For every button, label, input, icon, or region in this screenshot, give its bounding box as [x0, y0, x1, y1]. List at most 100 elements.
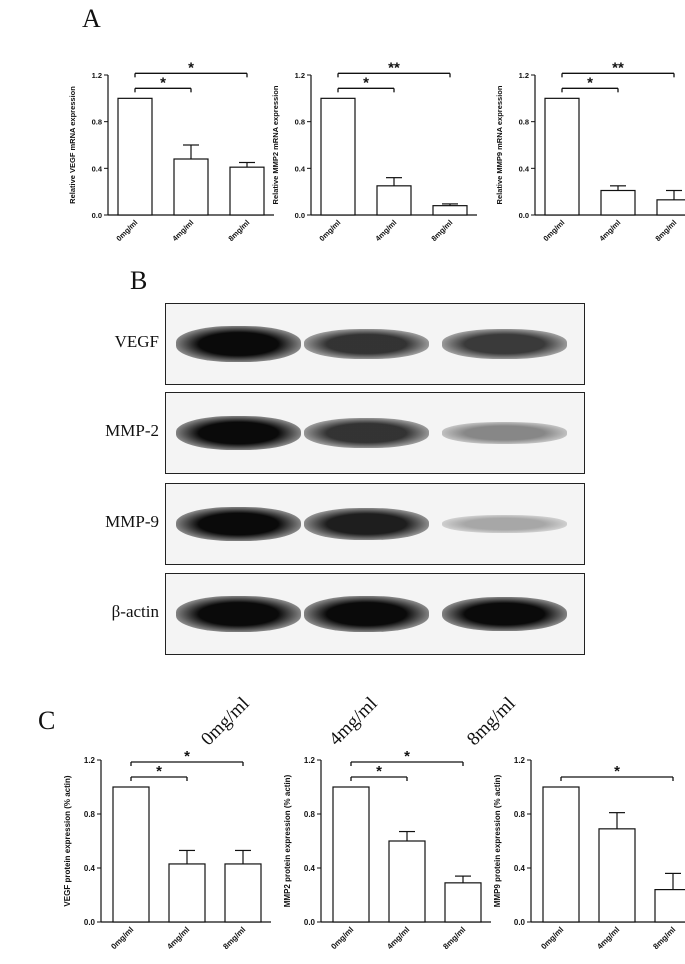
panel-label-c: C [38, 706, 56, 735]
bar [656, 199, 685, 216]
y-axis-label: MMP9 protein expression (% actin) [493, 774, 502, 907]
y-tick-label: 0.0 [514, 918, 526, 927]
blot-row [165, 303, 585, 385]
bar [112, 786, 150, 923]
significance-label: * [587, 74, 593, 91]
y-tick-label: 1.2 [84, 756, 96, 765]
x-tick-label: 0mg/ml [317, 218, 342, 243]
y-tick-label: 0.8 [519, 118, 529, 127]
y-tick-label: 0.0 [519, 211, 529, 220]
vegf-protein-chart: 0.0 0.4 0.8 1.2 VEGF protein expression (% a… [63, 748, 271, 951]
significance-label: * [156, 763, 162, 780]
bar [544, 97, 580, 216]
bar [332, 786, 370, 923]
x-tick-label: 8mg/ml [441, 925, 467, 951]
significance-label: * [184, 748, 190, 765]
blot-band [441, 422, 567, 444]
x-tick-label: 4mg/ml [373, 218, 398, 243]
significance-label: * [160, 74, 166, 91]
x-tick-label: 4mg/ml [385, 925, 411, 951]
y-tick-label: 0.8 [295, 118, 305, 127]
y-tick-label: 0.4 [514, 864, 526, 873]
y-tick-label: 0.8 [84, 810, 96, 819]
significance-label: ** [388, 59, 400, 76]
y-tick-label: 0.0 [295, 211, 305, 220]
blot-band [175, 596, 301, 632]
mmp2-mrna-chart: 0.0 0.4 0.8 1.2 Relative MMP2 mRNA expressio… [271, 59, 477, 243]
x-tick-label: 8mg/ml [651, 925, 677, 951]
mmp2-protein-chart: 0.0 0.4 0.8 1.2 MMP2 protein expression (% a… [283, 748, 491, 951]
x-tick-label: 4mg/ml [595, 925, 621, 951]
blot-band [441, 329, 567, 359]
y-tick-label: 0.8 [514, 810, 526, 819]
panel-label-b: B [130, 266, 148, 295]
y-tick-label: 0.4 [304, 864, 316, 873]
bar [229, 166, 265, 216]
mmp9-mrna-chart: 0.0 0.4 0.8 1.2 Relative MMP9 mRNA expressio… [495, 59, 685, 243]
x-tick-label: 8mg/ml [429, 218, 454, 243]
y-tick-label: 0.8 [304, 810, 316, 819]
bar [376, 185, 412, 216]
x-tick-label: 4mg/ml [597, 218, 622, 243]
bar [224, 863, 262, 923]
x-tick-label: 0mg/ml [541, 218, 566, 243]
bar [117, 97, 153, 216]
y-tick-label: 0.0 [92, 211, 102, 220]
blot-lane-label: 4mg/ml [325, 693, 382, 750]
significance-label: * [363, 74, 369, 91]
blot-band [441, 514, 567, 534]
x-tick-label: 8mg/ml [221, 925, 247, 951]
bar [388, 840, 426, 923]
y-tick-label: 0.4 [84, 864, 96, 873]
blot-row [165, 392, 585, 474]
y-tick-label: 0.0 [84, 918, 96, 927]
y-tick-label: 0.8 [92, 118, 102, 127]
x-tick-label: 4mg/ml [165, 925, 191, 951]
y-axis-label: Relative MMP9 mRNA expression [495, 85, 504, 204]
bar [542, 786, 580, 923]
y-tick-label: 0.4 [519, 164, 530, 173]
bar [600, 189, 636, 216]
blot-lane-label: 0mg/ml [197, 693, 254, 750]
y-tick-label: 1.2 [295, 71, 305, 80]
bar [173, 158, 209, 216]
x-tick-label: 0mg/ml [329, 925, 355, 951]
blot-row-label: β-actin [111, 602, 159, 621]
significance-label: * [188, 59, 194, 76]
blot-row-label: MMP-2 [105, 421, 159, 440]
y-tick-label: 0.4 [92, 164, 103, 173]
blot-band [175, 415, 301, 451]
panel-label-a: A [82, 4, 101, 33]
significance-label: * [404, 748, 410, 765]
blot-band [175, 326, 301, 362]
y-tick-label: 1.2 [304, 756, 316, 765]
bar [320, 97, 356, 216]
blot-band [441, 596, 567, 632]
blot-band [303, 328, 429, 360]
blot-row [165, 573, 585, 655]
x-tick-label: 0mg/ml [539, 925, 565, 951]
y-tick-label: 1.2 [514, 756, 526, 765]
significance-label: * [376, 763, 382, 780]
blot-row-label: VEGF [114, 332, 159, 351]
blot-lane-label: 8mg/ml [463, 693, 520, 750]
blot-band [303, 507, 429, 541]
blot-row-label: MMP-9 [105, 512, 159, 531]
y-axis-label: Relative MMP2 mRNA expression [271, 85, 280, 204]
bar [432, 205, 468, 216]
bar [168, 863, 206, 923]
y-tick-label: 0.0 [304, 918, 316, 927]
bar [598, 828, 636, 923]
bar [654, 889, 685, 923]
vegf-mrna-chart: 0.0 0.4 0.8 1.2 Relative VEGF mRNA expressio… [68, 59, 274, 243]
blot-row [165, 483, 585, 565]
blot-band [303, 596, 429, 632]
y-tick-label: 0.4 [295, 164, 306, 173]
y-axis-label: Relative VEGF mRNA expression [68, 86, 77, 204]
y-axis-label: MMP2 protein expression (% actin) [283, 774, 292, 907]
mmp9-protein-chart: 0.0 0.4 0.8 1.2 MMP9 protein expression (% a… [493, 756, 685, 951]
x-tick-label: 4mg/ml [170, 218, 195, 243]
significance-label: ** [612, 59, 624, 76]
significance-label: * [614, 763, 620, 780]
x-tick-label: 0mg/ml [109, 925, 135, 951]
